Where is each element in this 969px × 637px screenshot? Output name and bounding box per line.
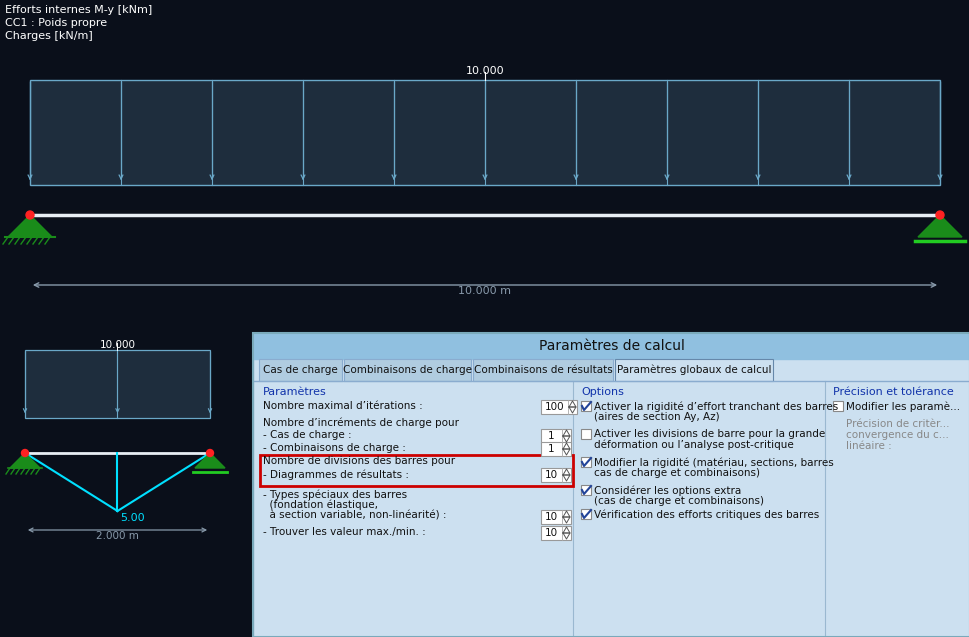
Circle shape bbox=[21, 450, 28, 457]
Bar bbox=[614, 359, 772, 381]
Polygon shape bbox=[10, 453, 40, 468]
Text: Modifier la rigidité (matériau, sections, barres: Modifier la rigidité (matériau, sections… bbox=[593, 457, 833, 468]
Text: linéaire :: linéaire : bbox=[845, 441, 891, 451]
Bar bbox=[541, 442, 571, 456]
Text: Précision de critèr...: Précision de critèr... bbox=[845, 419, 949, 429]
Text: convergence du c...: convergence du c... bbox=[845, 430, 948, 440]
Bar bbox=[580, 457, 590, 467]
Bar bbox=[260, 455, 573, 486]
Text: 100: 100 bbox=[545, 402, 564, 412]
Text: (cas de charge et combinaisons): (cas de charge et combinaisons) bbox=[593, 496, 764, 506]
Text: Nombre maximal d’itérations :: Nombre maximal d’itérations : bbox=[263, 401, 422, 411]
Circle shape bbox=[206, 450, 213, 457]
Text: (aires de section Ay, Az): (aires de section Ay, Az) bbox=[593, 412, 719, 422]
Text: - Cas de charge :: - Cas de charge : bbox=[263, 430, 351, 440]
Text: Efforts internes M-y [kNm]: Efforts internes M-y [kNm] bbox=[5, 5, 152, 15]
Text: Paramètres: Paramètres bbox=[263, 387, 327, 397]
Bar bbox=[0, 333, 253, 637]
Text: Nombre de divisions des barres pour: Nombre de divisions des barres pour bbox=[263, 456, 454, 466]
Text: 1: 1 bbox=[547, 431, 554, 441]
Circle shape bbox=[935, 211, 943, 219]
Text: Activer les divisions de barre pour la grande: Activer les divisions de barre pour la g… bbox=[593, 429, 825, 439]
Text: à section variable, non-linéarité) :: à section variable, non-linéarité) : bbox=[263, 511, 446, 521]
Bar bbox=[0, 0, 969, 333]
Text: 10.000 m: 10.000 m bbox=[458, 286, 511, 296]
Bar bbox=[580, 509, 590, 519]
Text: 10.000: 10.000 bbox=[465, 66, 504, 76]
Text: 1: 1 bbox=[547, 444, 554, 454]
Text: Précision et tolérance: Précision et tolérance bbox=[832, 387, 953, 397]
Text: Options: Options bbox=[580, 387, 623, 397]
Text: Considérer les options extra: Considérer les options extra bbox=[593, 485, 740, 496]
Bar bbox=[541, 429, 571, 443]
Circle shape bbox=[26, 211, 34, 219]
Polygon shape bbox=[195, 453, 225, 468]
Text: - Combinaisons de charge :: - Combinaisons de charge : bbox=[263, 443, 405, 453]
Bar bbox=[259, 359, 342, 381]
Polygon shape bbox=[8, 215, 52, 237]
Text: Vérification des efforts critiques des barres: Vérification des efforts critiques des b… bbox=[593, 509, 819, 520]
Bar bbox=[253, 333, 969, 359]
Bar bbox=[344, 359, 471, 381]
Text: déformation ou l’analyse post-critique: déformation ou l’analyse post-critique bbox=[593, 440, 793, 450]
Text: 10: 10 bbox=[545, 470, 557, 480]
Text: 10: 10 bbox=[545, 528, 557, 538]
Bar bbox=[541, 400, 577, 414]
Text: - Trouver les valeur max./min. :: - Trouver les valeur max./min. : bbox=[263, 527, 425, 537]
Text: Nombre d’incréments de charge pour: Nombre d’incréments de charge pour bbox=[263, 417, 458, 427]
Text: Modifier les paramè...: Modifier les paramè... bbox=[845, 401, 959, 412]
Text: 2.000 m: 2.000 m bbox=[96, 531, 139, 541]
Bar bbox=[30, 80, 939, 185]
Bar bbox=[541, 526, 571, 540]
Bar bbox=[541, 468, 571, 482]
Text: - Diagrammes de résultats :: - Diagrammes de résultats : bbox=[263, 469, 409, 480]
Text: CC1 : Poids propre: CC1 : Poids propre bbox=[5, 18, 107, 28]
Text: Cas de charge: Cas de charge bbox=[263, 365, 337, 375]
Bar bbox=[25, 350, 209, 418]
Text: Charges [kN/m]: Charges [kN/m] bbox=[5, 31, 93, 41]
Bar bbox=[253, 333, 969, 637]
Text: Paramètres globaux de calcul: Paramètres globaux de calcul bbox=[616, 365, 770, 375]
Text: Combinaisons de résultats: Combinaisons de résultats bbox=[473, 365, 611, 375]
Polygon shape bbox=[917, 215, 961, 237]
Text: Activer la rigidité d’effort tranchant des barres: Activer la rigidité d’effort tranchant d… bbox=[593, 401, 837, 412]
Bar bbox=[580, 429, 590, 439]
Text: 10: 10 bbox=[545, 512, 557, 522]
Text: Paramètres de calcul: Paramètres de calcul bbox=[538, 339, 684, 353]
Text: Combinaisons de charge: Combinaisons de charge bbox=[343, 365, 472, 375]
Text: (fondation élastique,: (fondation élastique, bbox=[263, 500, 378, 510]
Bar bbox=[580, 485, 590, 495]
Bar bbox=[473, 359, 612, 381]
Bar bbox=[541, 510, 571, 524]
Bar bbox=[253, 333, 969, 637]
Bar bbox=[832, 401, 842, 411]
Text: cas de charge et combinaisons): cas de charge et combinaisons) bbox=[593, 468, 760, 478]
Bar bbox=[580, 401, 590, 411]
Text: - Types spéciaux des barres: - Types spéciaux des barres bbox=[263, 489, 407, 499]
Text: 10.000: 10.000 bbox=[100, 340, 136, 350]
Text: 5.00: 5.00 bbox=[120, 513, 145, 523]
